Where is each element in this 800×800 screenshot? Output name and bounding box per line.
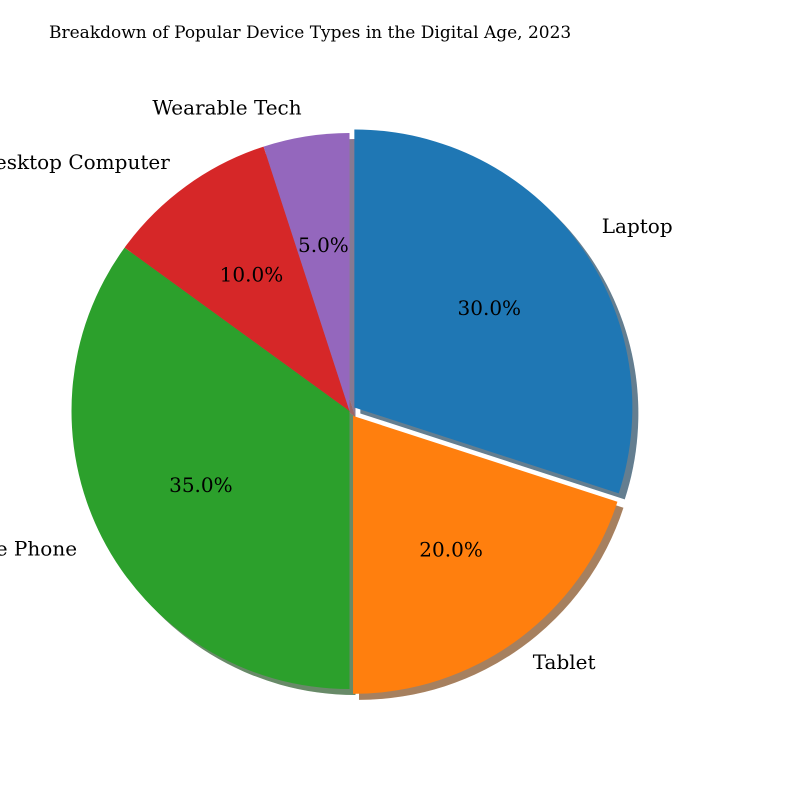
chart-title: Breakdown of Popular Device Types in the… <box>49 23 571 43</box>
pie-slice-wearable-tech <box>263 133 350 411</box>
pie-slice-mobile-phone <box>71 247 350 689</box>
pct-label-wearable-tech: 5.0% <box>298 233 349 257</box>
slice-label-tablet: Tablet <box>533 650 596 674</box>
pct-label-tablet: 20.0% <box>419 537 483 561</box>
pct-label-mobile-phone: 35.0% <box>169 473 233 497</box>
slice-label-desktop-computer: Desktop Computer <box>0 150 170 174</box>
pie-slice-desktop-computer <box>124 146 350 411</box>
slice-label-wearable-tech: Wearable Tech <box>152 95 301 119</box>
slice-label-mobile-phone: Mobile Phone <box>0 536 77 560</box>
pct-label-laptop: 30.0% <box>458 296 522 320</box>
pie-labels: Laptop 30.0% Tablet 20.0% Mobile Phone 35.0% D… <box>0 95 673 673</box>
pie-slice-laptop <box>354 129 633 494</box>
slice-label-laptop: Laptop <box>602 214 673 238</box>
pie-slices <box>71 129 633 694</box>
pct-label-desktop-computer: 10.0% <box>220 263 284 287</box>
pie-slice-tablet <box>353 415 618 694</box>
